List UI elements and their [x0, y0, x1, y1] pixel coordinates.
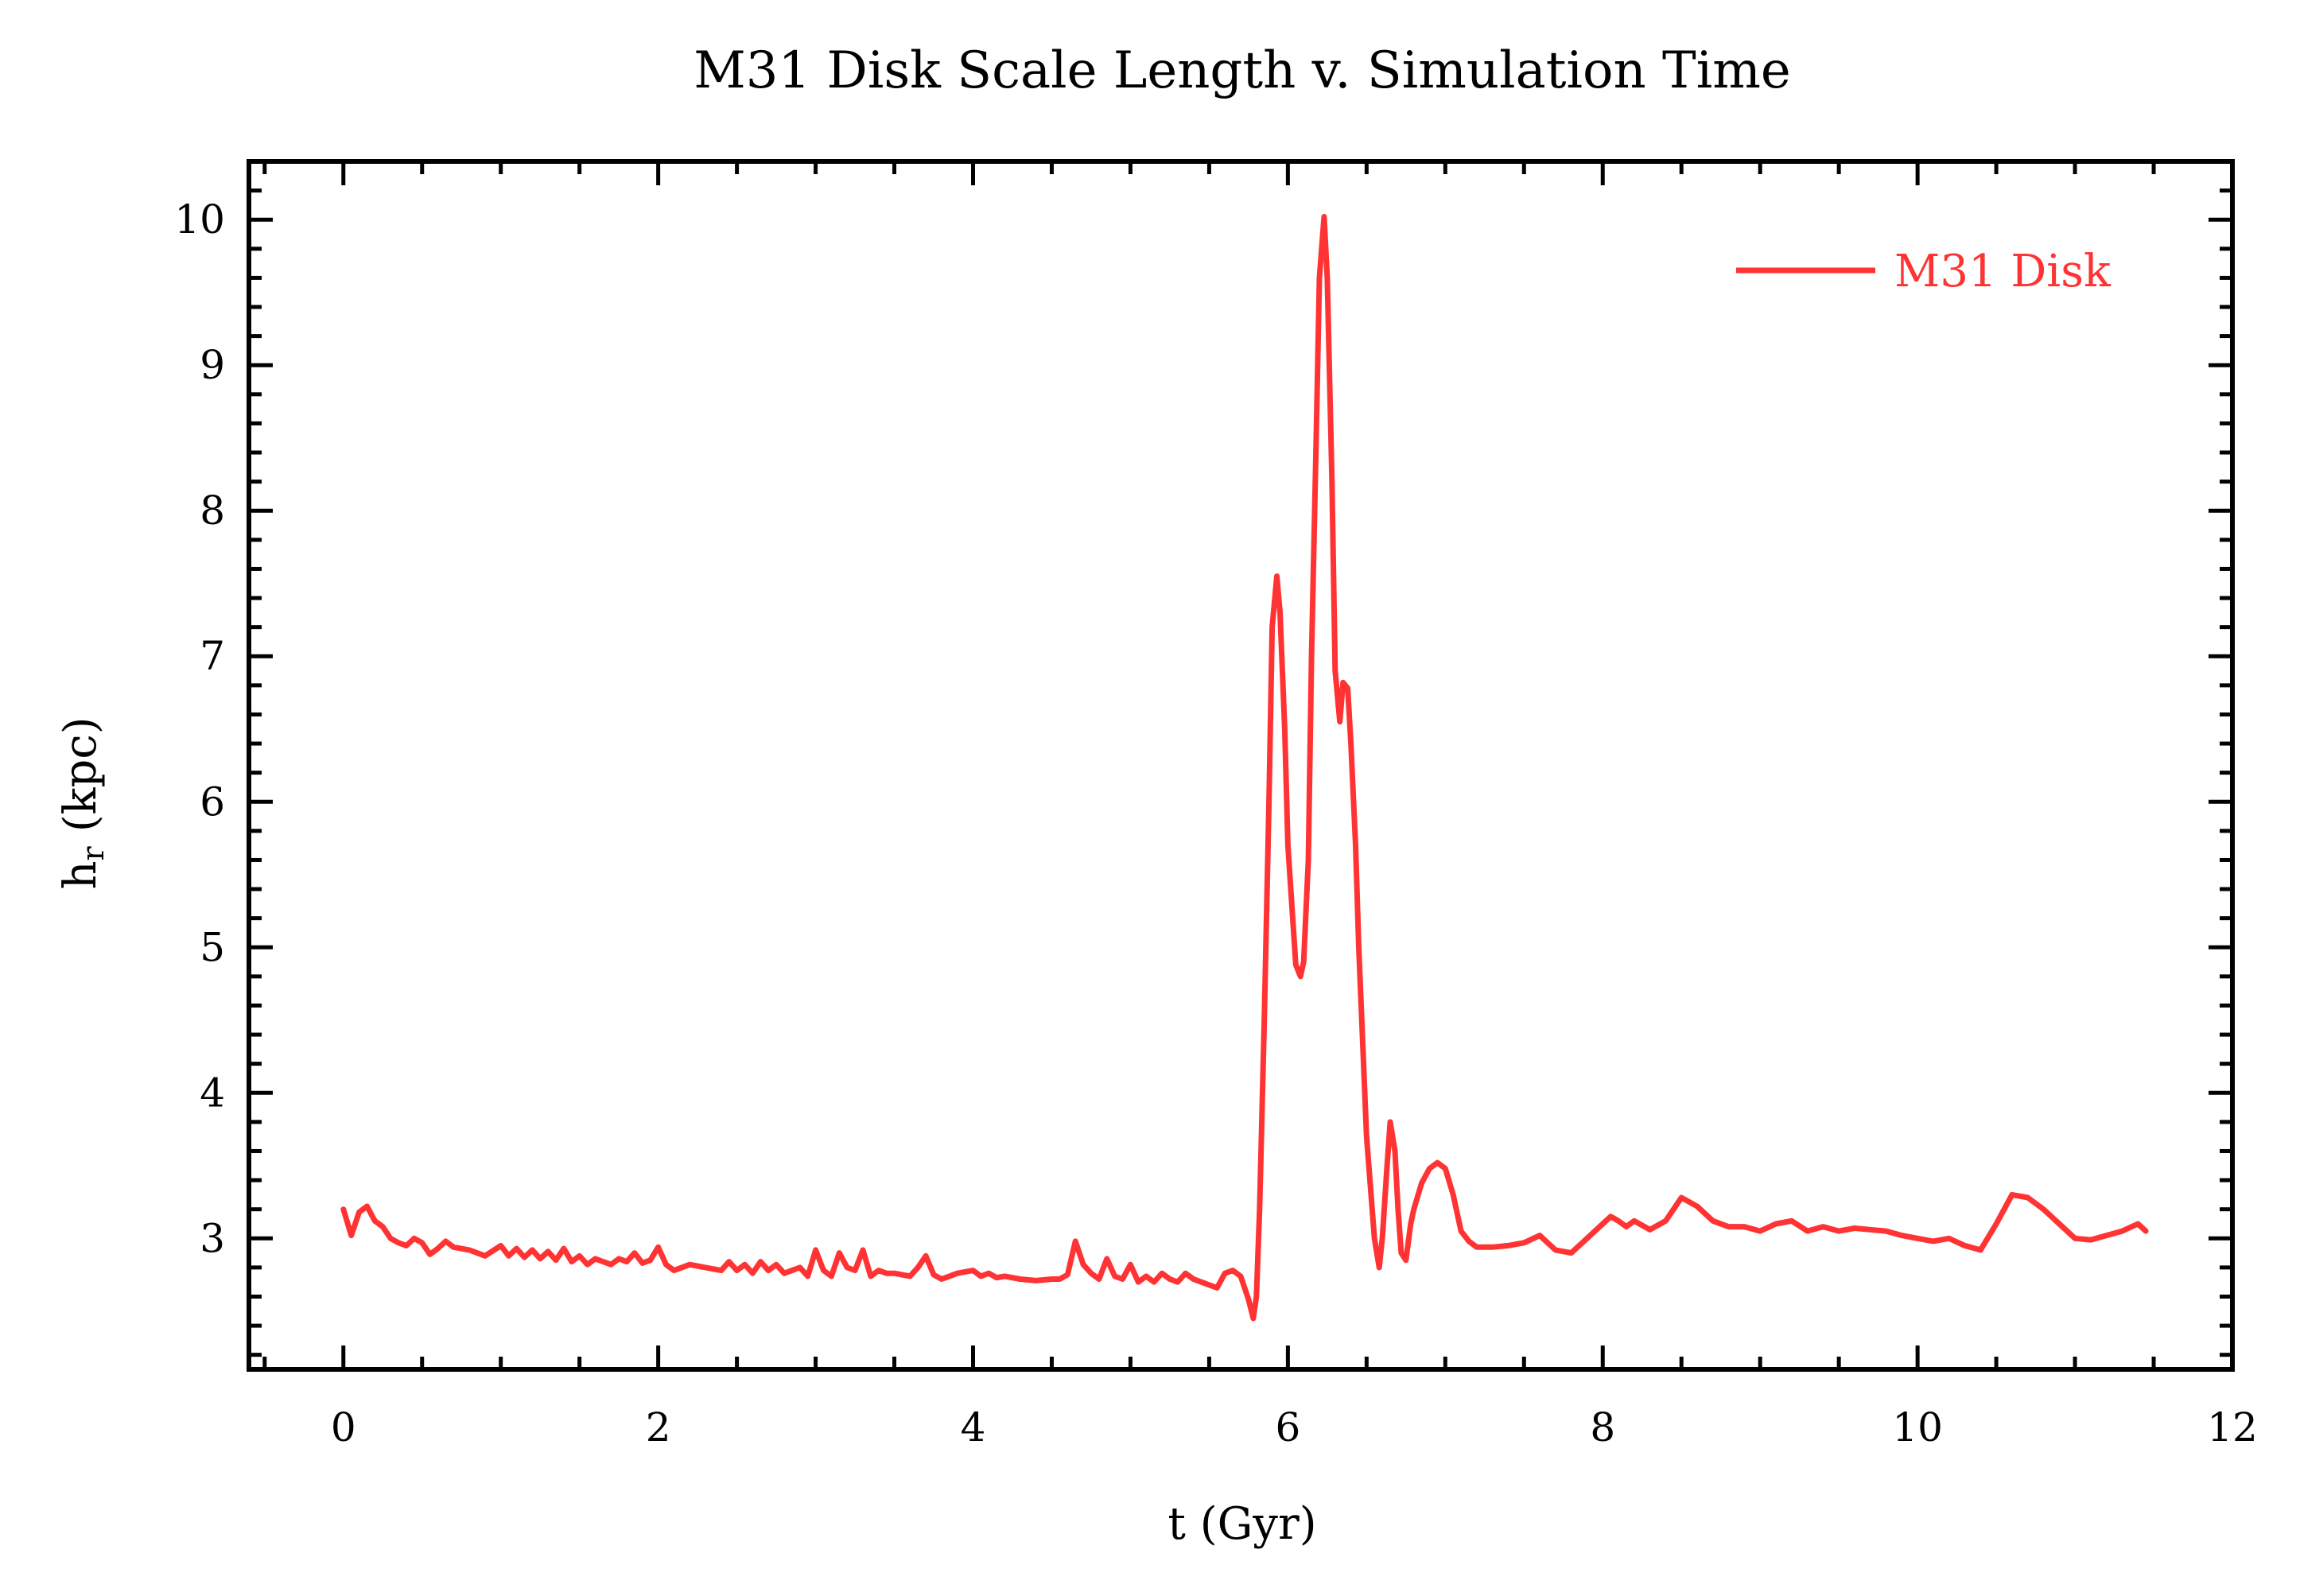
- axis-ticks: [249, 159, 2235, 1369]
- chart-title: M31 Disk Scale Length v. Simulation Time: [693, 41, 1791, 100]
- series-line-m31-disk: [340, 214, 2149, 1322]
- legend-label-m31-disk: M31 Disk: [1894, 246, 2112, 297]
- x-tick-label: 8: [1590, 1404, 1615, 1450]
- x-axis-label: t (Gyr): [1167, 1498, 1316, 1550]
- y-axis-label-unit: (kpc): [55, 716, 107, 832]
- y-tick-label: 9: [200, 342, 225, 388]
- legend: M31 Disk: [1736, 246, 2112, 297]
- y-tick-label: 10: [174, 196, 225, 243]
- y-axis-label-subscript: r: [76, 845, 111, 860]
- x-tick-label: 4: [961, 1404, 986, 1450]
- y-tick-label: 8: [200, 487, 225, 534]
- svg-text:hr(kpc): hr (kpc): [55, 716, 111, 889]
- x-tick-label: 10: [1892, 1404, 1943, 1450]
- tick-labels: 0 2 4 6 8 10 12 3 4 5 6 7 8 9 10: [174, 196, 2257, 1450]
- x-tick-label: 2: [646, 1404, 671, 1450]
- x-tick-label: 6: [1275, 1404, 1300, 1450]
- y-tick-label: 5: [200, 924, 225, 970]
- y-axis-label: hr (kpc): [55, 716, 111, 889]
- y-tick-label: 3: [200, 1215, 225, 1261]
- y-tick-label: 4: [200, 1070, 225, 1116]
- y-tick-label: 6: [200, 779, 225, 825]
- plot-frame: [247, 159, 2235, 1372]
- y-tick-label: 7: [200, 633, 225, 679]
- x-tick-label: 0: [331, 1404, 356, 1450]
- x-tick-label: 12: [2207, 1404, 2258, 1450]
- y-axis-label-main: h: [55, 860, 107, 889]
